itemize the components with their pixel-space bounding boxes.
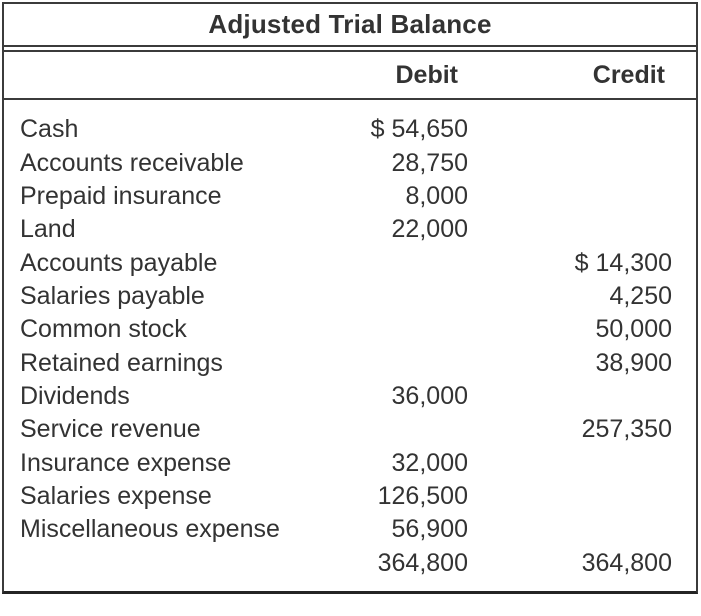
column-header-row: Debit Credit [4, 52, 696, 100]
account-name: Accounts receivable [20, 148, 244, 177]
account-name: Insurance expense [20, 448, 232, 477]
debit-amount: 126,500 [377, 481, 468, 510]
account-name: Cash [20, 115, 79, 144]
trial-balance-rows: Cash $ 54,650 Accounts receivable 28,750 Pre… [4, 100, 696, 591]
account-name: Prepaid insurance [20, 181, 222, 210]
adjusted-trial-balance-table: Adjusted Trial Balance Debit Credit Cash… [2, 2, 698, 594]
table-row: Land 22,000 [4, 213, 696, 246]
table-main-section: Debit Credit Cash $ 54,650 Accounts receiv… [4, 50, 696, 591]
account-name: Accounts payable [20, 248, 218, 277]
table-row: Prepaid insurance 8,000 [4, 180, 696, 213]
table-title-band: Adjusted Trial Balance [4, 4, 696, 47]
account-name: Retained earnings [20, 348, 223, 377]
credit-amount: $ 14,300 [574, 248, 672, 277]
credit-amount: 4,250 [609, 281, 672, 310]
credit-amount: 38,900 [595, 348, 672, 377]
table-row: Salaries expense 126,500 [4, 480, 696, 513]
debit-amount: 22,000 [391, 215, 468, 244]
account-name: Dividends [20, 381, 130, 410]
credit-amount: 364,800 [581, 548, 672, 577]
table-row: Accounts payable $ 14,300 [4, 246, 696, 279]
credit-amount: 50,000 [595, 315, 672, 344]
account-name: Miscellaneous expense [20, 515, 280, 544]
table-row: Miscellaneous expense 56,900 [4, 513, 696, 546]
table-row: Common stock 50,000 [4, 313, 696, 346]
table-row: Accounts receivable 28,750 [4, 146, 696, 179]
debit-amount: 32,000 [391, 448, 468, 477]
debit-amount: 36,000 [391, 381, 468, 410]
totals-row: 364,800 364,800 [4, 546, 696, 579]
table-row: Dividends 36,000 [4, 380, 696, 413]
table-row: Retained earnings 38,900 [4, 346, 696, 379]
table-row: Service revenue 257,350 [4, 413, 696, 446]
account-name: Salaries expense [20, 481, 212, 510]
credit-column-header: Credit [592, 60, 665, 89]
debit-column-header: Debit [395, 60, 459, 89]
debit-amount: 28,750 [391, 148, 468, 177]
debit-amount: $ 54,650 [370, 115, 468, 144]
account-name: Salaries payable [20, 281, 205, 310]
debit-amount: 56,900 [391, 515, 468, 544]
credit-amount: 257,350 [581, 415, 672, 444]
table-row: Insurance expense 32,000 [4, 446, 696, 479]
table-row: Cash $ 54,650 [4, 113, 696, 146]
debit-amount: 8,000 [405, 181, 468, 210]
account-name: Land [20, 215, 76, 244]
debit-amount: 364,800 [377, 548, 468, 577]
title-divider-gap [4, 47, 696, 50]
table-title: Adjusted Trial Balance [208, 9, 492, 39]
account-name: Common stock [20, 315, 187, 344]
table-row: Salaries payable 4,250 [4, 280, 696, 313]
account-name: Service revenue [20, 415, 201, 444]
